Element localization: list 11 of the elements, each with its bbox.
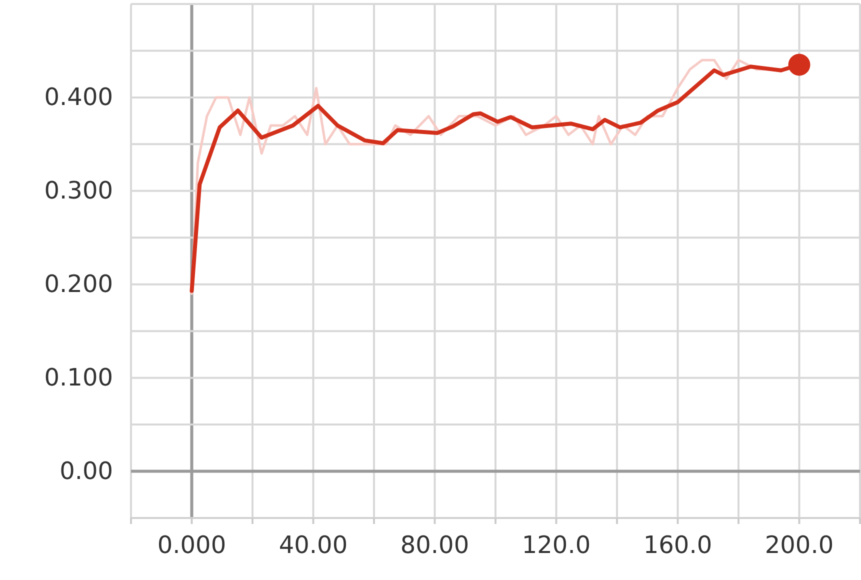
x-tick-label: 0.000 (157, 531, 226, 560)
y-tick-label: 0.300 (44, 176, 113, 205)
x-tick-label: 120.0 (522, 531, 591, 560)
y-tick-label: 0.100 (44, 364, 113, 392)
y-tick-label: 0.00 (60, 456, 113, 485)
x-tick-label: 80.00 (400, 531, 470, 560)
y-tick-label: 0.400 (44, 83, 113, 112)
y-tick-label: 0.200 (44, 270, 113, 298)
x-tick-label: 200.0 (764, 531, 834, 560)
x-tick-label: 160.0 (643, 531, 712, 560)
x-tick-label: 40.00 (278, 531, 348, 560)
